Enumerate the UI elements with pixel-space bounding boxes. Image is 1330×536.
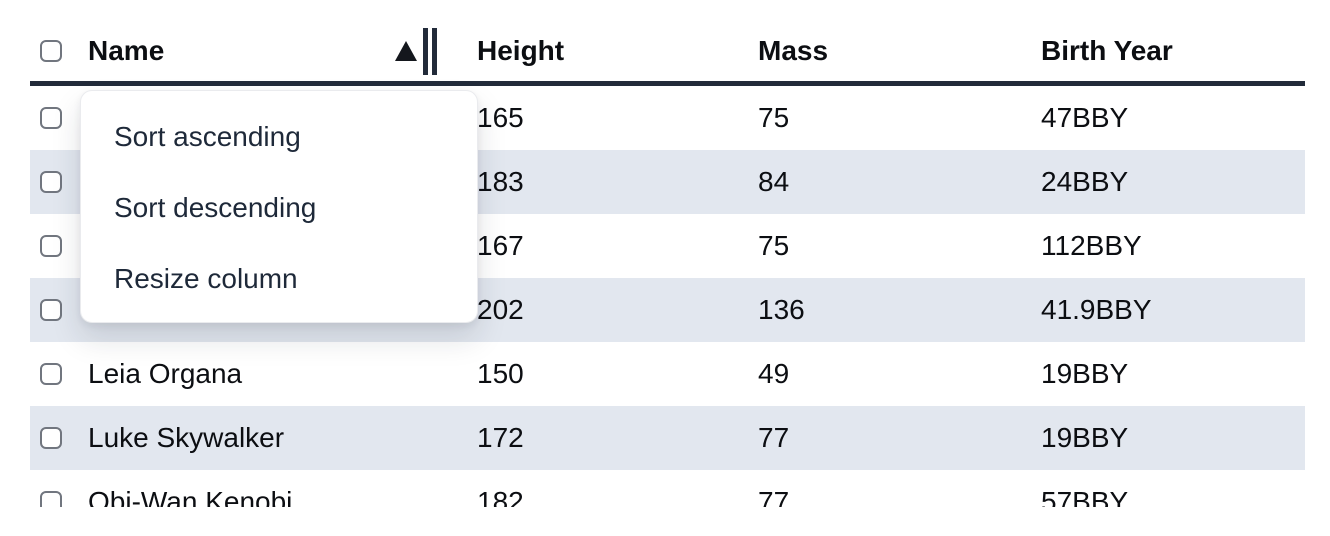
table-row[interactable]: 165 75 47BBY: [30, 86, 1305, 150]
row-checkbox[interactable]: [40, 427, 62, 449]
cell-height: 202: [477, 294, 524, 325]
row-checkbox[interactable]: [40, 491, 62, 507]
cell-mass: 75: [758, 102, 790, 133]
cell-mass: 77: [758, 422, 790, 453]
cell-height: 167: [477, 230, 524, 261]
cell-mass: 75: [758, 230, 790, 261]
table-header-row: Name Height Mass Birth Year: [30, 0, 1305, 86]
name-column-controls: [395, 27, 437, 75]
table-row[interactable]: Luke Skywalker 172 77 19BBY: [30, 406, 1305, 470]
sort-ascending-icon: [395, 41, 417, 61]
column-resize-handle[interactable]: [423, 27, 437, 75]
cell-mass: 136: [758, 294, 805, 325]
row-checkbox[interactable]: [40, 363, 62, 385]
cell-height: 183: [477, 166, 524, 197]
cell-mass: 77: [758, 486, 790, 507]
column-header-birth-year[interactable]: Birth Year: [1041, 35, 1173, 66]
column-header-mass[interactable]: Mass: [758, 35, 829, 66]
table-row[interactable]: Obi-Wan Kenobi 182 77 57BBY: [30, 470, 1305, 507]
cell-birth-year: 112BBY: [1041, 230, 1142, 261]
table-row[interactable]: Leia Organa 150 49 19BBY: [30, 342, 1305, 406]
row-checkbox[interactable]: [40, 235, 62, 257]
menu-item-resize-column[interactable]: Resize column: [114, 262, 298, 294]
cell-name: Leia Organa: [88, 358, 243, 389]
cell-mass: 49: [758, 358, 790, 389]
cell-height: 182: [477, 486, 524, 507]
cell-birth-year: 19BBY: [1041, 358, 1129, 389]
cell-birth-year: 57BBY: [1041, 486, 1129, 507]
header-name-cell[interactable]: Name: [88, 27, 477, 75]
cell-birth-year: 19BBY: [1041, 422, 1129, 453]
row-checkbox[interactable]: [40, 107, 62, 129]
row-checkbox[interactable]: [40, 299, 62, 321]
cell-mass: 84: [758, 166, 790, 197]
table-row[interactable]: 167 75 112BBY: [30, 214, 1305, 278]
cell-birth-year: 41.9BBY: [1041, 294, 1152, 325]
column-context-menu: Sort ascending Sort descending Resize co…: [80, 90, 478, 323]
cell-name: Luke Skywalker: [88, 422, 285, 453]
cell-birth-year: 47BBY: [1041, 102, 1129, 133]
cell-height: 165: [477, 102, 524, 133]
select-all-checkbox[interactable]: [40, 40, 62, 62]
cell-name: Obi-Wan Kenobi: [88, 486, 293, 507]
cell-birth-year: 24BBY: [1041, 166, 1129, 197]
menu-item-sort-ascending[interactable]: Sort ascending: [114, 120, 301, 152]
cell-height: 172: [477, 422, 524, 453]
column-header-height[interactable]: Height: [477, 35, 565, 66]
column-header-name: Name: [88, 35, 165, 66]
row-checkbox[interactable]: [40, 171, 62, 193]
menu-item-sort-descending[interactable]: Sort descending: [114, 191, 317, 223]
cell-height: 150: [477, 358, 524, 389]
header-select-cell: [30, 40, 88, 62]
